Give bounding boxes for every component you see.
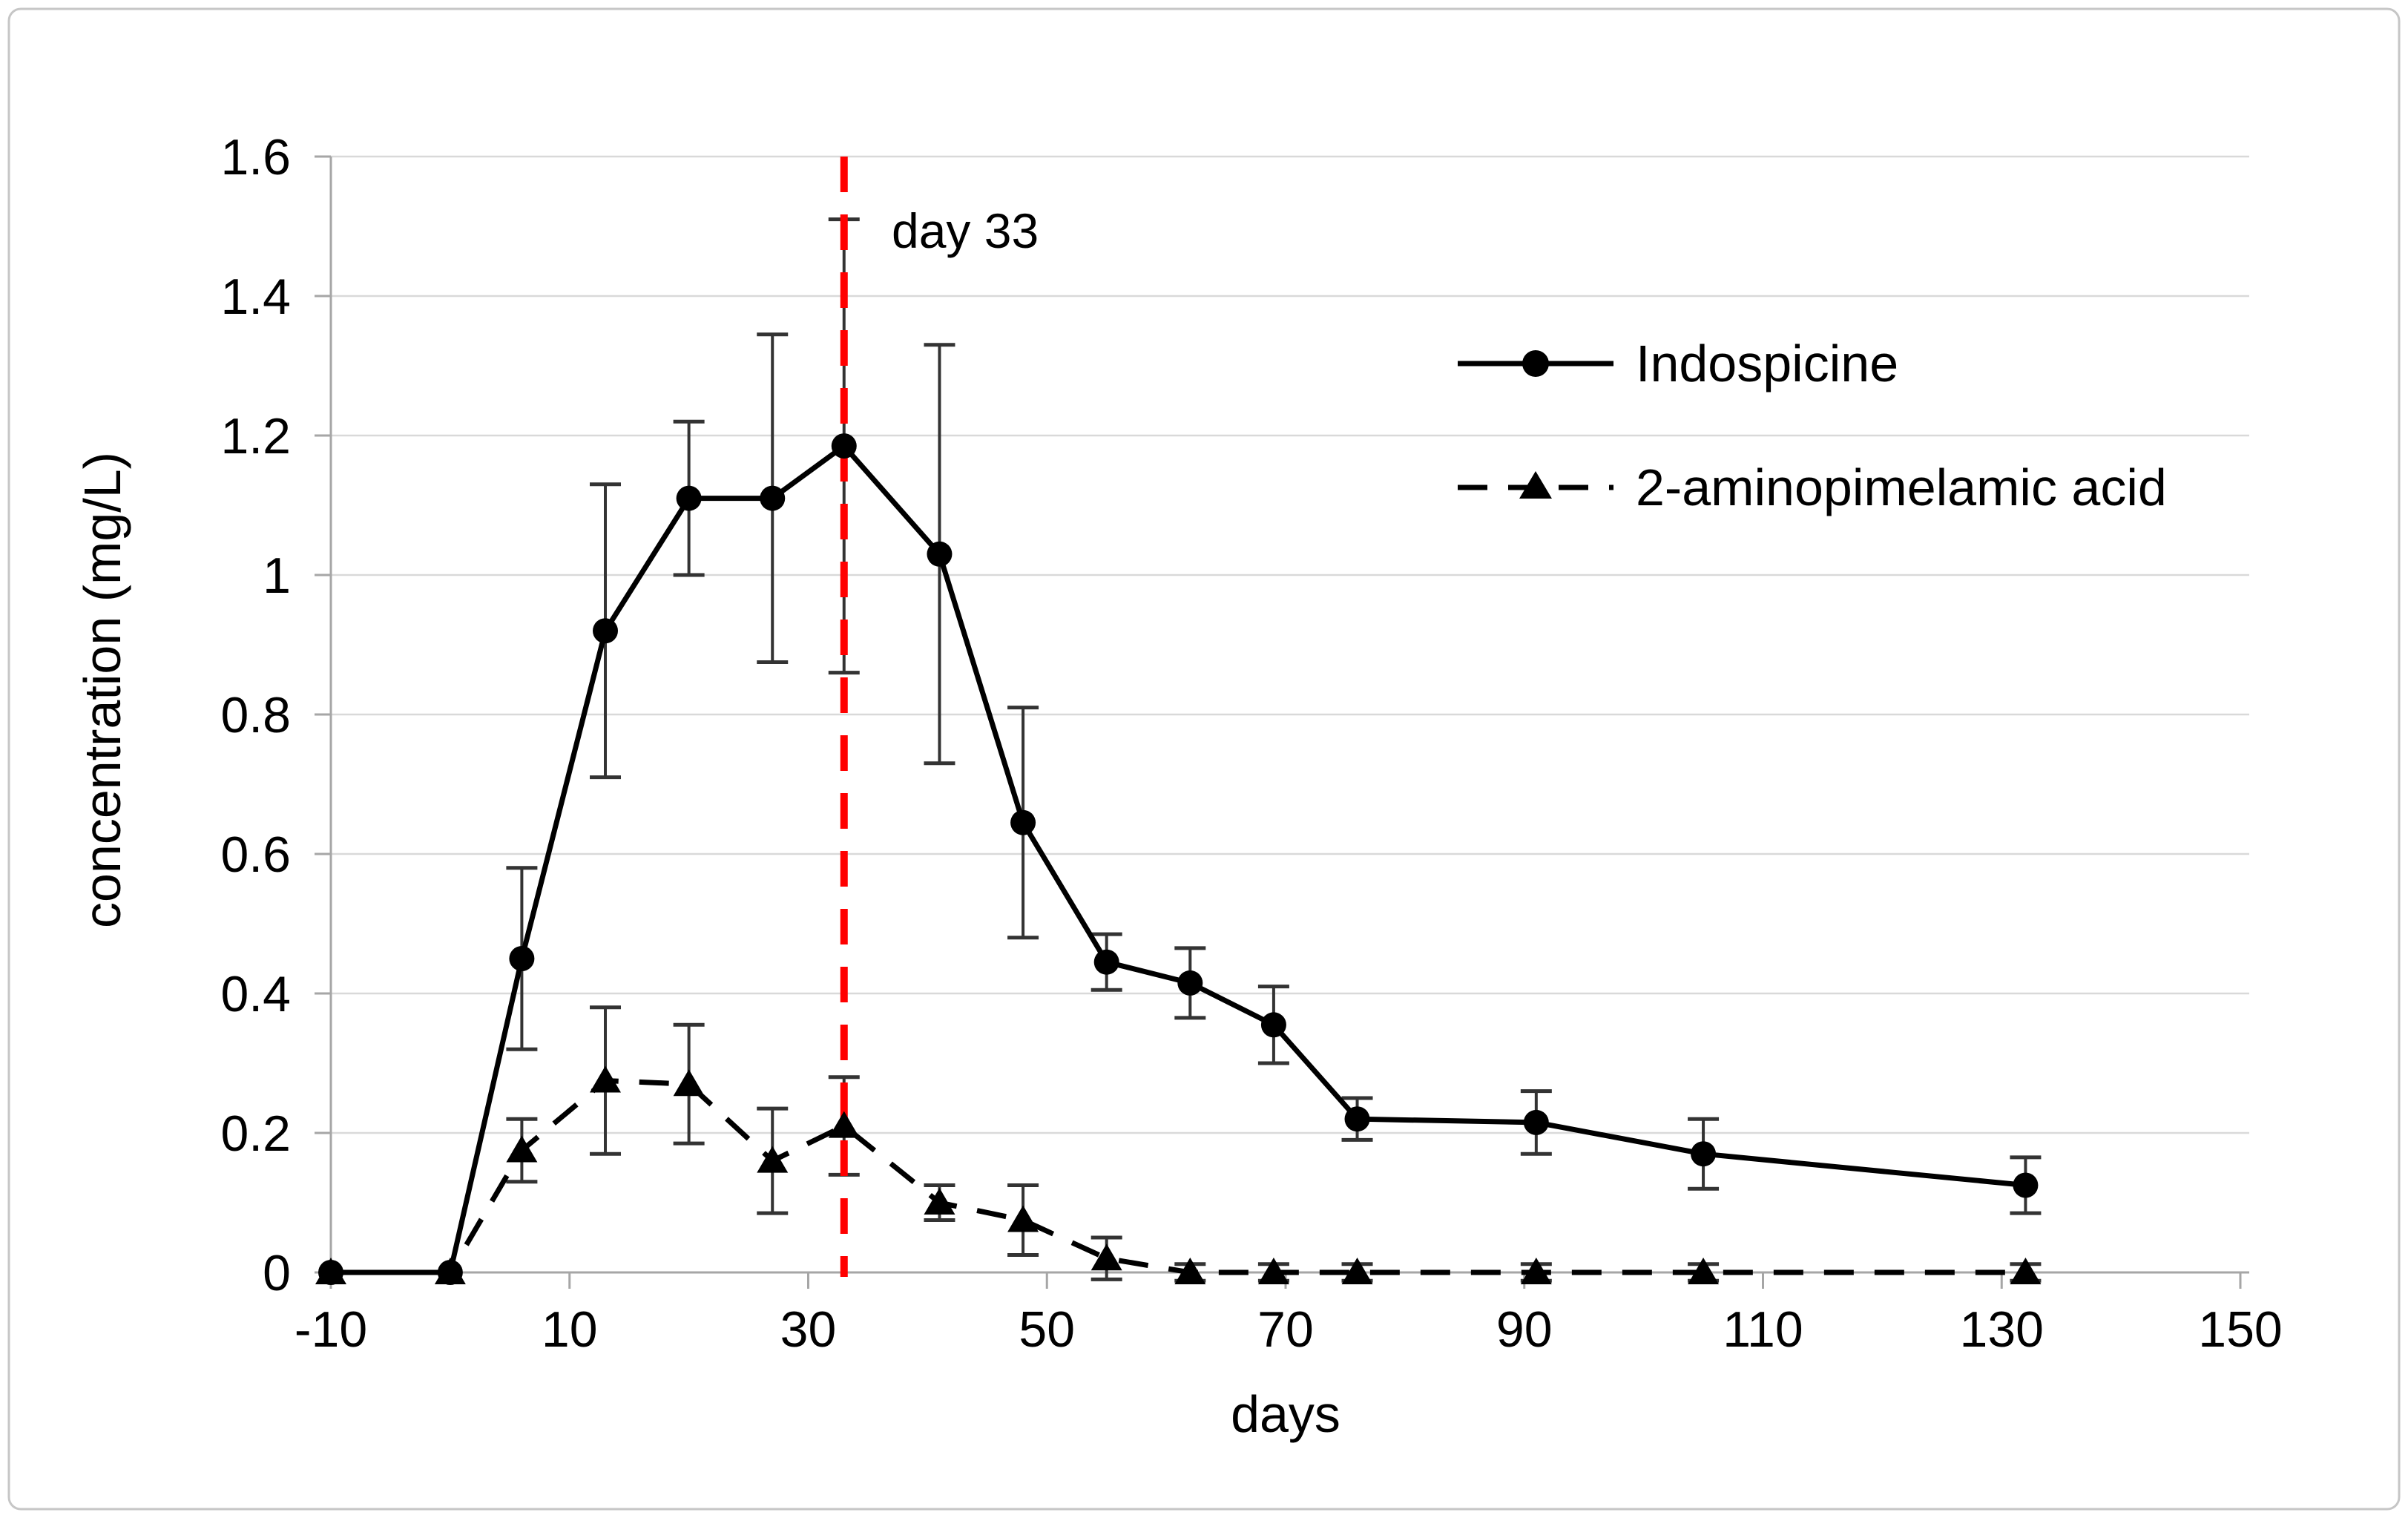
gridlines <box>331 155 2249 1134</box>
data-point-circle <box>509 946 535 971</box>
y-tick-label: 1 <box>263 548 291 604</box>
legend-entry-indospicine: Indospicine <box>1458 335 1898 392</box>
data-point-triangle <box>1174 1258 1206 1284</box>
data-point-triangle <box>1257 1258 1289 1284</box>
data-point-triangle <box>1007 1205 1039 1232</box>
legend-label-indospicine: Indospicine <box>1636 335 1898 392</box>
data-point-circle <box>927 541 953 567</box>
figure-border <box>7 7 2401 1511</box>
y-tick-label: 1.4 <box>220 269 291 325</box>
y-axis-title: concentration (mg/L) <box>73 452 131 928</box>
data-point-triangle <box>673 1069 705 1097</box>
data-point-circle <box>831 433 857 459</box>
x-tick-label: 110 <box>1723 1301 1803 1358</box>
legend-label-2-aminopimelamic-acid: 2-aminopimelamic acid <box>1636 459 2167 516</box>
series-markers <box>315 433 2042 1285</box>
data-point-triangle <box>506 1135 538 1163</box>
annotation-label-day-33: day 33 <box>892 203 1039 258</box>
x-tick-label: 70 <box>1257 1301 1314 1358</box>
x-tick-label: 90 <box>1496 1301 1553 1358</box>
y-tick-label: 1.2 <box>220 408 291 464</box>
y-axis-tick-labels: 0 0.2 0.4 0.6 0.8 1 1.2 1.4 1.6 <box>220 129 291 1301</box>
data-point-circle <box>1177 970 1203 996</box>
data-point-triangle <box>924 1188 955 1215</box>
data-point-circle <box>1523 1109 1549 1135</box>
data-point-circle <box>1010 809 1036 835</box>
data-point-triangle <box>1341 1258 1373 1284</box>
legend: Indospicine 2-aminopimelamic acid <box>1458 335 2167 516</box>
x-tick-label: 10 <box>542 1301 598 1358</box>
data-point-triangle <box>434 1258 466 1284</box>
legend-circle-marker-icon <box>1522 350 1549 377</box>
y-tick-label: 0.4 <box>220 966 291 1022</box>
data-point-circle <box>676 485 702 511</box>
x-axis-tick-labels: -10 10 30 50 70 90 110 130 150 <box>295 1301 2283 1358</box>
data-point-circle <box>1344 1106 1370 1132</box>
data-point-triangle <box>1090 1243 1122 1271</box>
x-tick-label: 30 <box>780 1301 837 1358</box>
legend-triangle-marker-icon <box>1519 471 1552 499</box>
data-point-triangle <box>2010 1258 2042 1284</box>
x-axis-title: days <box>1231 1385 1340 1443</box>
x-tick-label: 150 <box>2198 1301 2282 1358</box>
y-tick-label: 0 <box>263 1245 291 1301</box>
data-point-circle <box>2013 1172 2039 1198</box>
series-line-1 <box>331 1077 2026 1275</box>
data-point-triangle <box>757 1146 789 1173</box>
series-line-0 <box>331 442 2026 1275</box>
series-lines <box>331 442 2026 1275</box>
data-point-circle <box>593 618 619 644</box>
y-tick-label: 0.2 <box>220 1105 291 1162</box>
y-tick-label: 0.8 <box>220 687 291 743</box>
data-point-circle <box>760 485 786 511</box>
data-point-triangle <box>828 1111 860 1138</box>
data-point-circle <box>1691 1141 1717 1167</box>
x-tick-label: 50 <box>1019 1301 1075 1358</box>
legend-entry-2-aminopimelamic-acid: 2-aminopimelamic acid <box>1458 459 2167 516</box>
data-point-triangle <box>1520 1258 1552 1284</box>
y-tick-label: 0.6 <box>220 827 291 883</box>
y-tick-label: 1.6 <box>220 129 291 185</box>
x-tick-label: -10 <box>295 1301 367 1358</box>
data-point-circle <box>1260 1012 1286 1038</box>
data-point-triangle <box>1688 1258 1720 1284</box>
data-point-triangle <box>315 1258 346 1284</box>
x-tick-label: 130 <box>1960 1301 2044 1358</box>
data-point-circle <box>1093 949 1119 975</box>
data-point-triangle <box>590 1065 622 1093</box>
